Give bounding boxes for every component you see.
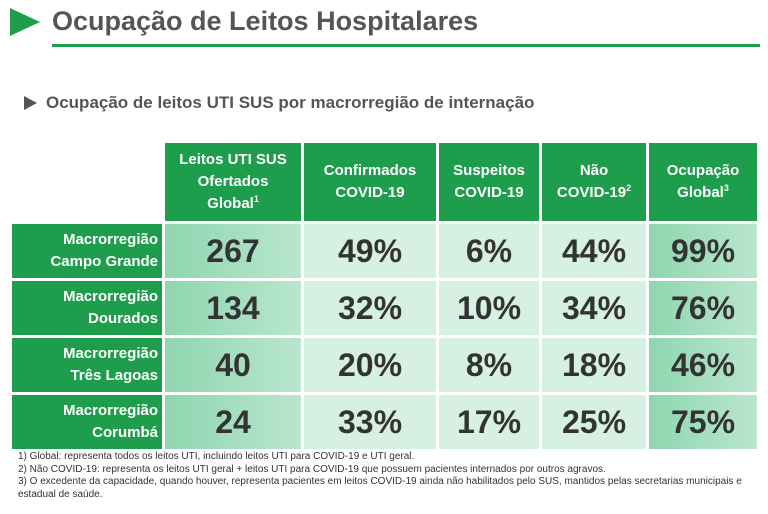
header-line: Ocupação — [666, 162, 740, 179]
decor — [10, 8, 760, 110]
value-cell: 267 — [165, 224, 301, 278]
header-line: COVID-19 — [335, 184, 405, 201]
value-cell: 44% — [542, 224, 646, 278]
label-line: Campo Grande — [50, 253, 158, 270]
row-label: Macrorregião Campo Grande — [12, 224, 162, 278]
value-cell: 99% — [649, 224, 757, 278]
value-cell: 33% — [304, 395, 436, 449]
header-line: COVID-192 — [556, 183, 632, 202]
header-line: Leitos UTI SUS — [179, 151, 287, 168]
value-cell: 18% — [542, 338, 646, 392]
value-cell: 17% — [439, 395, 539, 449]
footnote-ref: 1 — [253, 194, 259, 204]
value-cell: 75% — [649, 395, 757, 449]
column-header: Ocupação Global3 — [649, 143, 757, 221]
subtitle-arrow — [24, 96, 37, 110]
value-cell: 8% — [439, 338, 539, 392]
value-cell: 6% — [439, 224, 539, 278]
title-rule — [52, 44, 760, 47]
column-header: Leitos UTI SUS Ofertados Global1 — [165, 143, 301, 221]
value-cell: 25% — [542, 395, 646, 449]
footnote-ref: 2 — [626, 183, 632, 193]
header-line: Global1 — [207, 194, 259, 213]
footnotes: 1) Global: representa todos os leitos UT… — [18, 451, 758, 501]
value-cell: 134 — [165, 281, 301, 335]
value-cell: 49% — [304, 224, 436, 278]
subtitle: Ocupação de leitos UTI SUS por macrorreg… — [46, 93, 535, 112]
label-line: Macrorregião — [62, 345, 158, 362]
label-line: Macrorregião — [62, 288, 158, 305]
value-cell: 10% — [439, 281, 539, 335]
value-cell: 76% — [649, 281, 757, 335]
column-header: Suspeitos COVID-19 — [439, 143, 539, 221]
value-cell: 32% — [304, 281, 436, 335]
table: Leitos UTI SUS Ofertados Global1 Confirmado… — [12, 143, 757, 449]
header-line: COVID-19 — [454, 184, 524, 201]
footnote: 1) Global: representa todos os leitos UT… — [18, 451, 415, 462]
label-line: Dourados — [87, 310, 158, 327]
label-line: Macrorregião — [62, 402, 158, 419]
value-cell: 40 — [165, 338, 301, 392]
header-line: Não — [579, 162, 609, 179]
header-line: Confirmados — [323, 162, 417, 179]
label-line: Macrorregião — [62, 231, 158, 248]
title-arrow — [10, 8, 40, 36]
row-label: Macrorregião Dourados — [12, 281, 162, 335]
column-header: Confirmados COVID-19 — [304, 143, 436, 221]
footnote-ref: 3 — [723, 183, 729, 193]
row-label: Macrorregião Corumbá — [12, 395, 162, 449]
label-line: Três Lagoas — [70, 367, 158, 384]
label-line: Corumbá — [92, 424, 158, 441]
title: Ocupação de Leitos Hospitalares — [52, 6, 479, 36]
footnote: 3) O excedente da capacidade, quando hou… — [18, 476, 742, 500]
header-line: Ofertados — [197, 173, 269, 190]
header-line: Global3 — [677, 183, 729, 202]
footnote: 2) Não COVID-19: representa os leitos UT… — [18, 463, 606, 475]
value-cell: 20% — [304, 338, 436, 392]
value-cell: 34% — [542, 281, 646, 335]
column-header: Não COVID-192 — [542, 143, 646, 221]
value-cell: 24 — [165, 395, 301, 449]
header-line: Suspeitos — [453, 162, 525, 179]
value-cell: 46% — [649, 338, 757, 392]
row-label: Macrorregião Três Lagoas — [12, 338, 162, 392]
